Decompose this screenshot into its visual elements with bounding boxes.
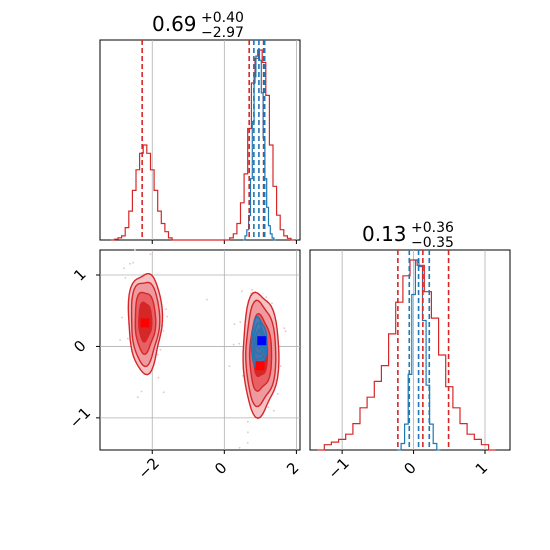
joint-x-tick-label: −2: [135, 454, 163, 482]
panel-y-marginal: −1 0 1 0.13 +0.36 −0.35: [309, 220, 511, 483]
joint-sample-point: [134, 249, 136, 252]
joint-sample-point: [129, 262, 131, 265]
y-marginal-quantiles: [397, 250, 450, 450]
joint-sample-point: [279, 365, 282, 367]
joint-sample-point: [124, 277, 127, 279]
joint-sample-point: [246, 420, 249, 423]
y-marginal-hist-red: [317, 259, 496, 451]
joint-sample-point: [159, 348, 162, 351]
panel-x-marginal: 0.69 +0.40 −2.97: [99, 10, 301, 244]
joint-sample-point: [140, 390, 143, 393]
joint-sample-point: [166, 315, 169, 318]
joint-sample-point: [284, 330, 287, 332]
y-marginal-title-lower: −0.35: [411, 235, 454, 251]
joint-marker-blue: [257, 336, 267, 346]
joint-sample-point: [206, 298, 208, 301]
joint-marker-red: [255, 361, 265, 371]
x-marginal-title-value: 0.69: [152, 12, 197, 36]
x-marginal-title-upper: +0.40: [201, 10, 244, 26]
y-marginal-title-upper: +0.36: [411, 220, 454, 236]
joint-sample-point: [242, 374, 244, 377]
x-marginal-hist-red: [110, 49, 295, 241]
joint-sample-point: [162, 391, 165, 394]
joint-sample-point: [233, 323, 236, 325]
joint-x-ticks: −2 0 2: [135, 450, 303, 483]
joint-sample-point: [277, 393, 279, 395]
panel-joint: −2 0 2 1 0 −1: [66, 249, 303, 483]
joint-sample-point: [121, 316, 123, 319]
x-marginal-title-lower: −2.97: [201, 25, 244, 41]
joint-contours: [127, 273, 280, 420]
y-marginal-x-tick-label: −1: [324, 454, 352, 482]
joint-y-tick-label: 0: [70, 337, 89, 356]
joint-x-tick-label: 2: [283, 459, 302, 478]
y-marginal-x-tick-label: 0: [400, 459, 419, 478]
joint-sample-point: [165, 308, 168, 310]
joint-markers: [140, 318, 267, 371]
joint-sample-point: [156, 353, 159, 356]
joint-sample-point: [162, 330, 165, 332]
joint-sample-point: [246, 442, 249, 444]
joint-sample-point: [119, 339, 121, 341]
joint-sample-point: [238, 446, 241, 449]
joint-sample-point: [149, 253, 152, 256]
x-marginal-grid: [151, 40, 297, 244]
joint-sample-point: [232, 343, 235, 346]
joint-sample-point: [272, 409, 275, 412]
joint-sample-point: [241, 290, 243, 293]
joint-sample-point: [251, 288, 253, 291]
joint-sample-point: [228, 365, 231, 367]
joint-sample-point: [239, 321, 242, 323]
joint-sample-point: [127, 337, 129, 340]
joint-y-tick-label: 1: [70, 265, 89, 284]
y-marginal-x-ticks: −1 0 1: [324, 454, 491, 482]
joint-sample-point: [238, 342, 241, 345]
joint-x-tick-label: 0: [211, 459, 230, 478]
x-marginal-quantiles: [141, 40, 266, 240]
y-marginal-hist-blue: [397, 259, 441, 451]
joint-y-tick-label: −1: [66, 404, 94, 432]
joint-sample-point: [265, 296, 268, 298]
joint-sample-point: [132, 261, 135, 264]
joint-sample-point: [247, 431, 249, 434]
panel-joint-frame: [99, 249, 301, 451]
joint-marker-red: [140, 318, 150, 328]
joint-sample-point: [267, 406, 270, 408]
joint-contour-blue: [252, 321, 266, 361]
y-marginal-title-value: 0.13: [362, 222, 407, 246]
joint-sample-point: [283, 327, 286, 330]
joint-y-ticks: 1 0 −1: [66, 265, 100, 432]
y-marginal-x-tick-label: 1: [472, 459, 491, 478]
joint-sample-point: [271, 302, 273, 305]
y-marginal-grid: [341, 250, 486, 454]
y-marginal-series: [317, 259, 496, 451]
joint-sample-point: [157, 376, 160, 379]
joint-sample-point: [136, 396, 139, 399]
x-marginal-series: [110, 49, 295, 241]
joint-sample-point: [123, 267, 125, 270]
joint-contour-blue: [254, 328, 264, 356]
